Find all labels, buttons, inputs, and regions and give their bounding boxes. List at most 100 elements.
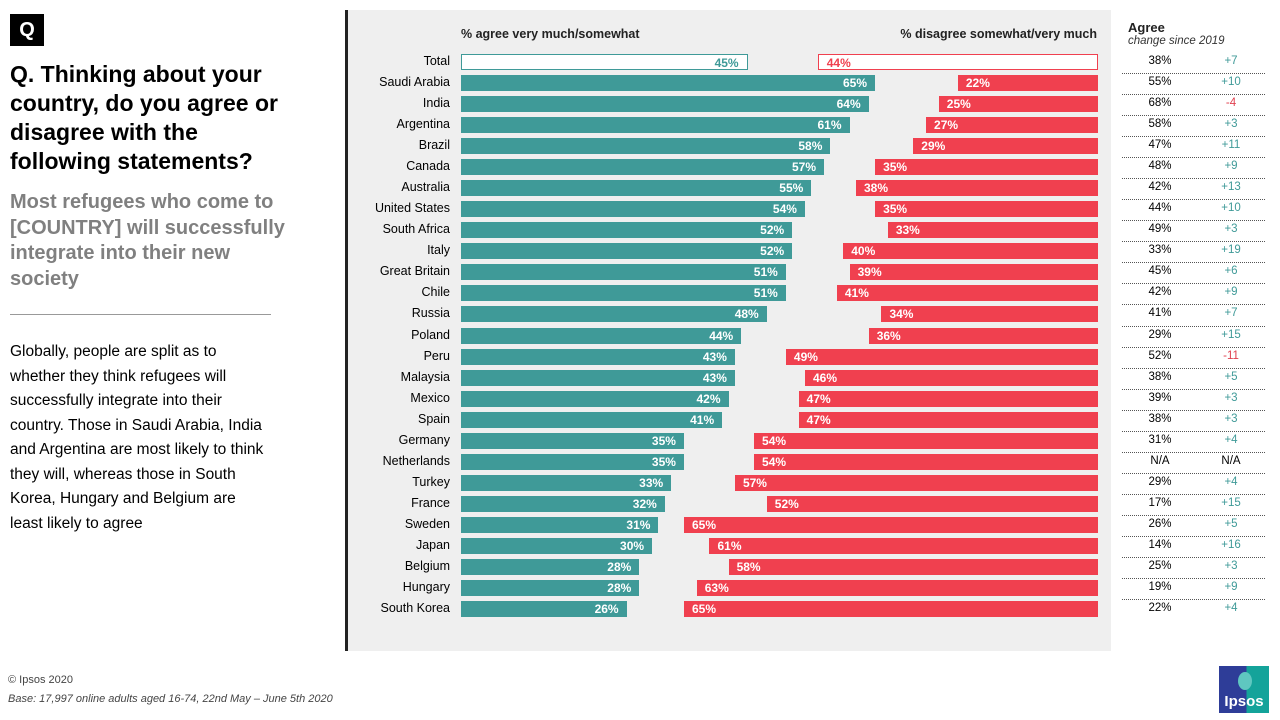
row-separator	[1122, 262, 1265, 264]
row-separator	[1122, 409, 1265, 411]
disagree-header: % disagree somewhat/very much	[900, 27, 1097, 41]
change-cell: +19	[1221, 244, 1241, 257]
agree-cell: 52%	[1148, 349, 1172, 362]
category-label: Great Britain	[379, 264, 450, 279]
agree-value-label: 42%	[696, 391, 721, 406]
agree-cell: 39%	[1148, 391, 1172, 404]
disagree-bar: 54%	[754, 432, 1098, 449]
agree-cell: 44%	[1148, 202, 1172, 215]
disagree-bar: 27%	[926, 117, 1098, 134]
agree-bar: 31%	[461, 516, 659, 533]
disagree-value-label: 22%	[965, 76, 990, 91]
disagree-bar: 58%	[728, 558, 1098, 575]
row-separator	[1122, 535, 1265, 537]
agree-bar: 42%	[461, 390, 729, 407]
category-label: United States	[374, 201, 450, 216]
agree-cell: 26%	[1148, 517, 1172, 530]
disagree-value-label: 52%	[774, 496, 799, 511]
category-label: Malaysia	[400, 369, 450, 384]
agree-value-label: 35%	[651, 454, 676, 469]
disagree-bar: 61%	[709, 537, 1098, 554]
table-header: Agree change since 2019	[1128, 20, 1225, 47]
category-label: Saudi Arabia	[379, 75, 450, 90]
agree-cell: 22%	[1148, 602, 1172, 615]
disagree-bar: 47%	[798, 411, 1098, 428]
disagree-value-label: 41%	[844, 286, 869, 301]
agree-bar: 44%	[461, 327, 742, 344]
agree-value-label: 61%	[817, 118, 842, 133]
disagree-value-label: 35%	[883, 160, 908, 175]
disagree-bar: 35%	[875, 201, 1098, 218]
disagree-value-label: 65%	[692, 602, 717, 617]
change-cell: +6	[1224, 265, 1238, 278]
disagree-bar: 52%	[766, 495, 1098, 512]
row-separator	[1122, 220, 1265, 222]
table-subtitle: change since 2019	[1128, 35, 1225, 47]
agree-value-label: 58%	[798, 139, 823, 154]
agree-value-label: 30%	[620, 538, 645, 553]
category-label: Sweden	[404, 516, 450, 531]
agree-value-label: 43%	[702, 349, 727, 364]
change-cell: +9	[1224, 160, 1238, 173]
agree-cell: 41%	[1148, 307, 1172, 320]
change-cell: +3	[1224, 412, 1238, 425]
disagree-value-label: 49%	[793, 349, 818, 364]
disagree-value-label: 47%	[806, 412, 831, 427]
agree-cell: 47%	[1148, 139, 1172, 152]
agree-bar: 52%	[461, 222, 793, 239]
change-cell: +10	[1221, 76, 1241, 89]
row-separator	[1122, 73, 1265, 75]
category-label: Japan	[415, 537, 450, 552]
change-cell: +3	[1224, 559, 1238, 572]
row-separator	[1122, 556, 1265, 558]
disagree-bar: 49%	[785, 348, 1098, 365]
change-cell: +16	[1221, 538, 1241, 551]
disagree-bar: 34%	[881, 306, 1098, 323]
row-separator	[1122, 472, 1265, 474]
copyright: © Ipsos 2020	[8, 674, 73, 686]
row-separator	[1122, 241, 1265, 243]
disagree-bar: 38%	[855, 180, 1098, 197]
agree-bar: 65%	[461, 75, 875, 92]
row-separator	[1122, 514, 1265, 516]
change-cell: +5	[1224, 370, 1238, 383]
disagree-bar: 41%	[836, 285, 1098, 302]
row-separator	[1122, 493, 1265, 495]
disagree-bar: 39%	[849, 264, 1098, 281]
disagree-bar: 57%	[734, 474, 1098, 491]
disagree-bar: 47%	[798, 390, 1098, 407]
category-label: Italy	[427, 243, 450, 258]
agree-value-label: 65%	[842, 76, 867, 91]
change-cell: +11	[1221, 139, 1241, 152]
disagree-bar: 46%	[805, 369, 1098, 386]
question-badge: Q	[10, 14, 44, 46]
agree-value-label: 44%	[709, 328, 734, 343]
agree-bar: 35%	[461, 432, 684, 449]
agree-bar: 48%	[461, 306, 767, 323]
change-cell: +3	[1224, 118, 1238, 131]
ipsos-logo: Ipsos	[1219, 666, 1269, 713]
change-cell: +15	[1221, 328, 1241, 341]
agree-cell: 19%	[1148, 581, 1172, 593]
change-cell: -11	[1223, 349, 1239, 362]
agree-value-label: 32%	[632, 496, 657, 511]
disagree-bar: 29%	[913, 138, 1098, 155]
row-separator	[1122, 136, 1265, 138]
disagree-value-label: 38%	[863, 181, 888, 196]
disagree-value-label: 46%	[813, 370, 838, 385]
disagree-value-label: 40%	[851, 244, 876, 259]
agree-bar: 26%	[461, 601, 627, 618]
agree-value-label: 28%	[607, 581, 632, 595]
change-cell: +3	[1224, 223, 1238, 236]
disagree-value-label: 54%	[762, 454, 787, 469]
disagree-value-label: 65%	[692, 517, 717, 532]
agree-value-label: 52%	[760, 244, 785, 259]
disagree-bar: 63%	[696, 580, 1098, 596]
disagree-bar: 22%	[957, 75, 1098, 92]
row-separator	[1122, 388, 1265, 390]
category-label: Total	[423, 54, 450, 68]
change-cell: +9	[1224, 581, 1238, 593]
change-cell: +9	[1224, 286, 1238, 299]
disagree-bar: 40%	[843, 243, 1098, 260]
agree-value-label: 45%	[714, 56, 739, 70]
